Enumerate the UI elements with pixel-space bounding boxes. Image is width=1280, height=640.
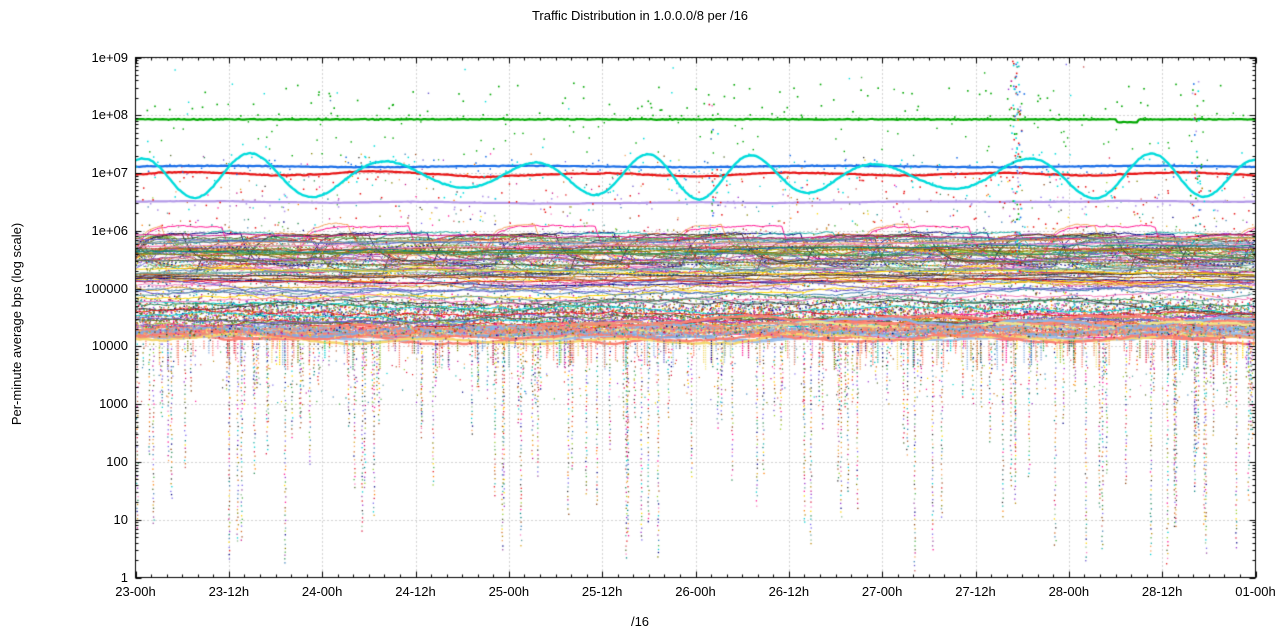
- chart-title: Traffic Distribution in 1.0.0.0/8 per /1…: [531, 8, 749, 23]
- x-tick-label: 23-00h: [115, 584, 156, 599]
- y-tick-label: 100000: [84, 280, 128, 296]
- y-tick-label: 1000: [99, 396, 128, 412]
- x-tick-label: 24-00h: [301, 584, 343, 599]
- x-tick-label: 26-12h: [768, 584, 810, 599]
- x-tick-label: 26-00h: [675, 584, 716, 599]
- y-tick-label: 1e+06: [91, 222, 128, 238]
- x-tick-label: 23-12h: [208, 584, 250, 599]
- x-tick-label: 25-12h: [581, 584, 623, 599]
- x-tick-label: 25-00h: [488, 584, 530, 599]
- x-tick-label: 28-12h: [1141, 584, 1183, 599]
- x-tick-label: 27-12h: [955, 584, 996, 599]
- x-tick-label: 01-00h: [1235, 584, 1276, 599]
- y-tick-label: 1: [120, 569, 128, 585]
- y-tick-label: 10000: [91, 338, 128, 354]
- x-axis-label: /16: [630, 614, 650, 629]
- y-tick-label: 1e+07: [91, 165, 128, 181]
- y-axis-label: Per-minute average bps (log scale): [9, 222, 24, 426]
- x-tick-label: 24-12h: [395, 584, 436, 599]
- x-tick-label: 28-00h: [1048, 584, 1090, 599]
- y-tick-label: 10: [113, 511, 128, 527]
- y-tick-label: 1e+08: [91, 107, 128, 123]
- y-tick-label: 1e+09: [91, 49, 128, 65]
- x-tick-label: 27-00h: [861, 584, 903, 599]
- y-tick-label: 100: [106, 453, 128, 469]
